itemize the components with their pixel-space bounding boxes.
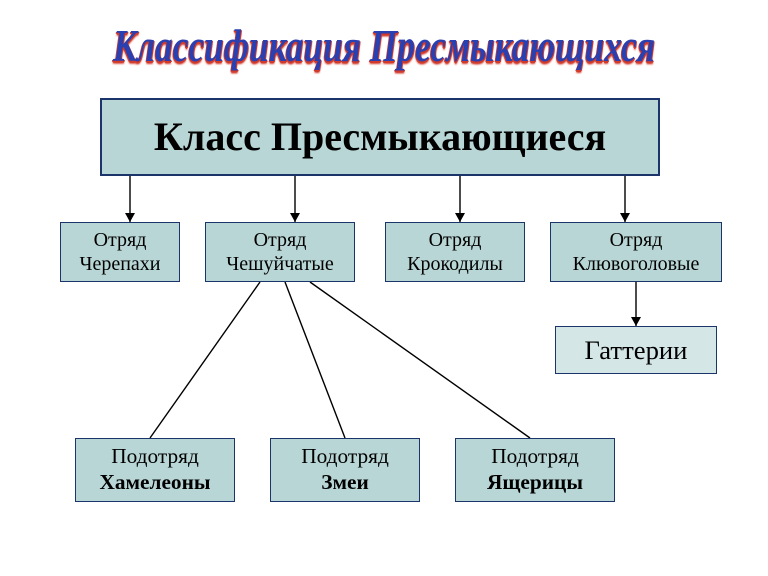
edge <box>310 282 530 438</box>
node-label: Класс Пресмыкающиеся <box>154 113 606 161</box>
edges <box>130 176 636 438</box>
node-class-reptilia: Класс Пресмыкающиеся <box>100 98 660 176</box>
edge <box>285 282 345 438</box>
node-label-line2: Черепахи <box>79 252 160 276</box>
node-label-line1: Отряд <box>94 228 147 252</box>
node-order-rhynchocephalia: Отряд Клювоголовые <box>550 222 722 282</box>
diagram-title: Классификация Пресмыкающихся <box>113 24 655 69</box>
node-tuatara: Гаттерии <box>555 326 717 374</box>
node-label-line2: Змеи <box>321 470 369 496</box>
node-suborder-snakes: Подотряд Змеи <box>270 438 420 502</box>
node-label-line1: Отряд <box>254 228 307 252</box>
node-suborder-chameleons: Подотряд Хамелеоны <box>75 438 235 502</box>
node-label-line1: Подотряд <box>491 444 579 470</box>
node-suborder-lizards: Подотряд Ящерицы <box>455 438 615 502</box>
node-label-line2: Клювоголовые <box>573 252 700 276</box>
node-order-squamata: Отряд Чешуйчатые <box>205 222 355 282</box>
edge <box>150 282 260 438</box>
node-label-line1: Отряд <box>610 228 663 252</box>
node-label-line2: Крокодилы <box>407 252 503 276</box>
node-label-line2: Хамелеоны <box>99 470 210 496</box>
node-label: Гаттерии <box>585 334 688 366</box>
node-label-line1: Подотряд <box>301 444 389 470</box>
node-order-crocodilia: Отряд Крокодилы <box>385 222 525 282</box>
node-order-turtles: Отряд Черепахи <box>60 222 180 282</box>
node-label-line2: Чешуйчатые <box>226 252 333 276</box>
node-label-line1: Отряд <box>429 228 482 252</box>
node-label-line2: Ящерицы <box>487 470 583 496</box>
node-label-line1: Подотряд <box>111 444 199 470</box>
